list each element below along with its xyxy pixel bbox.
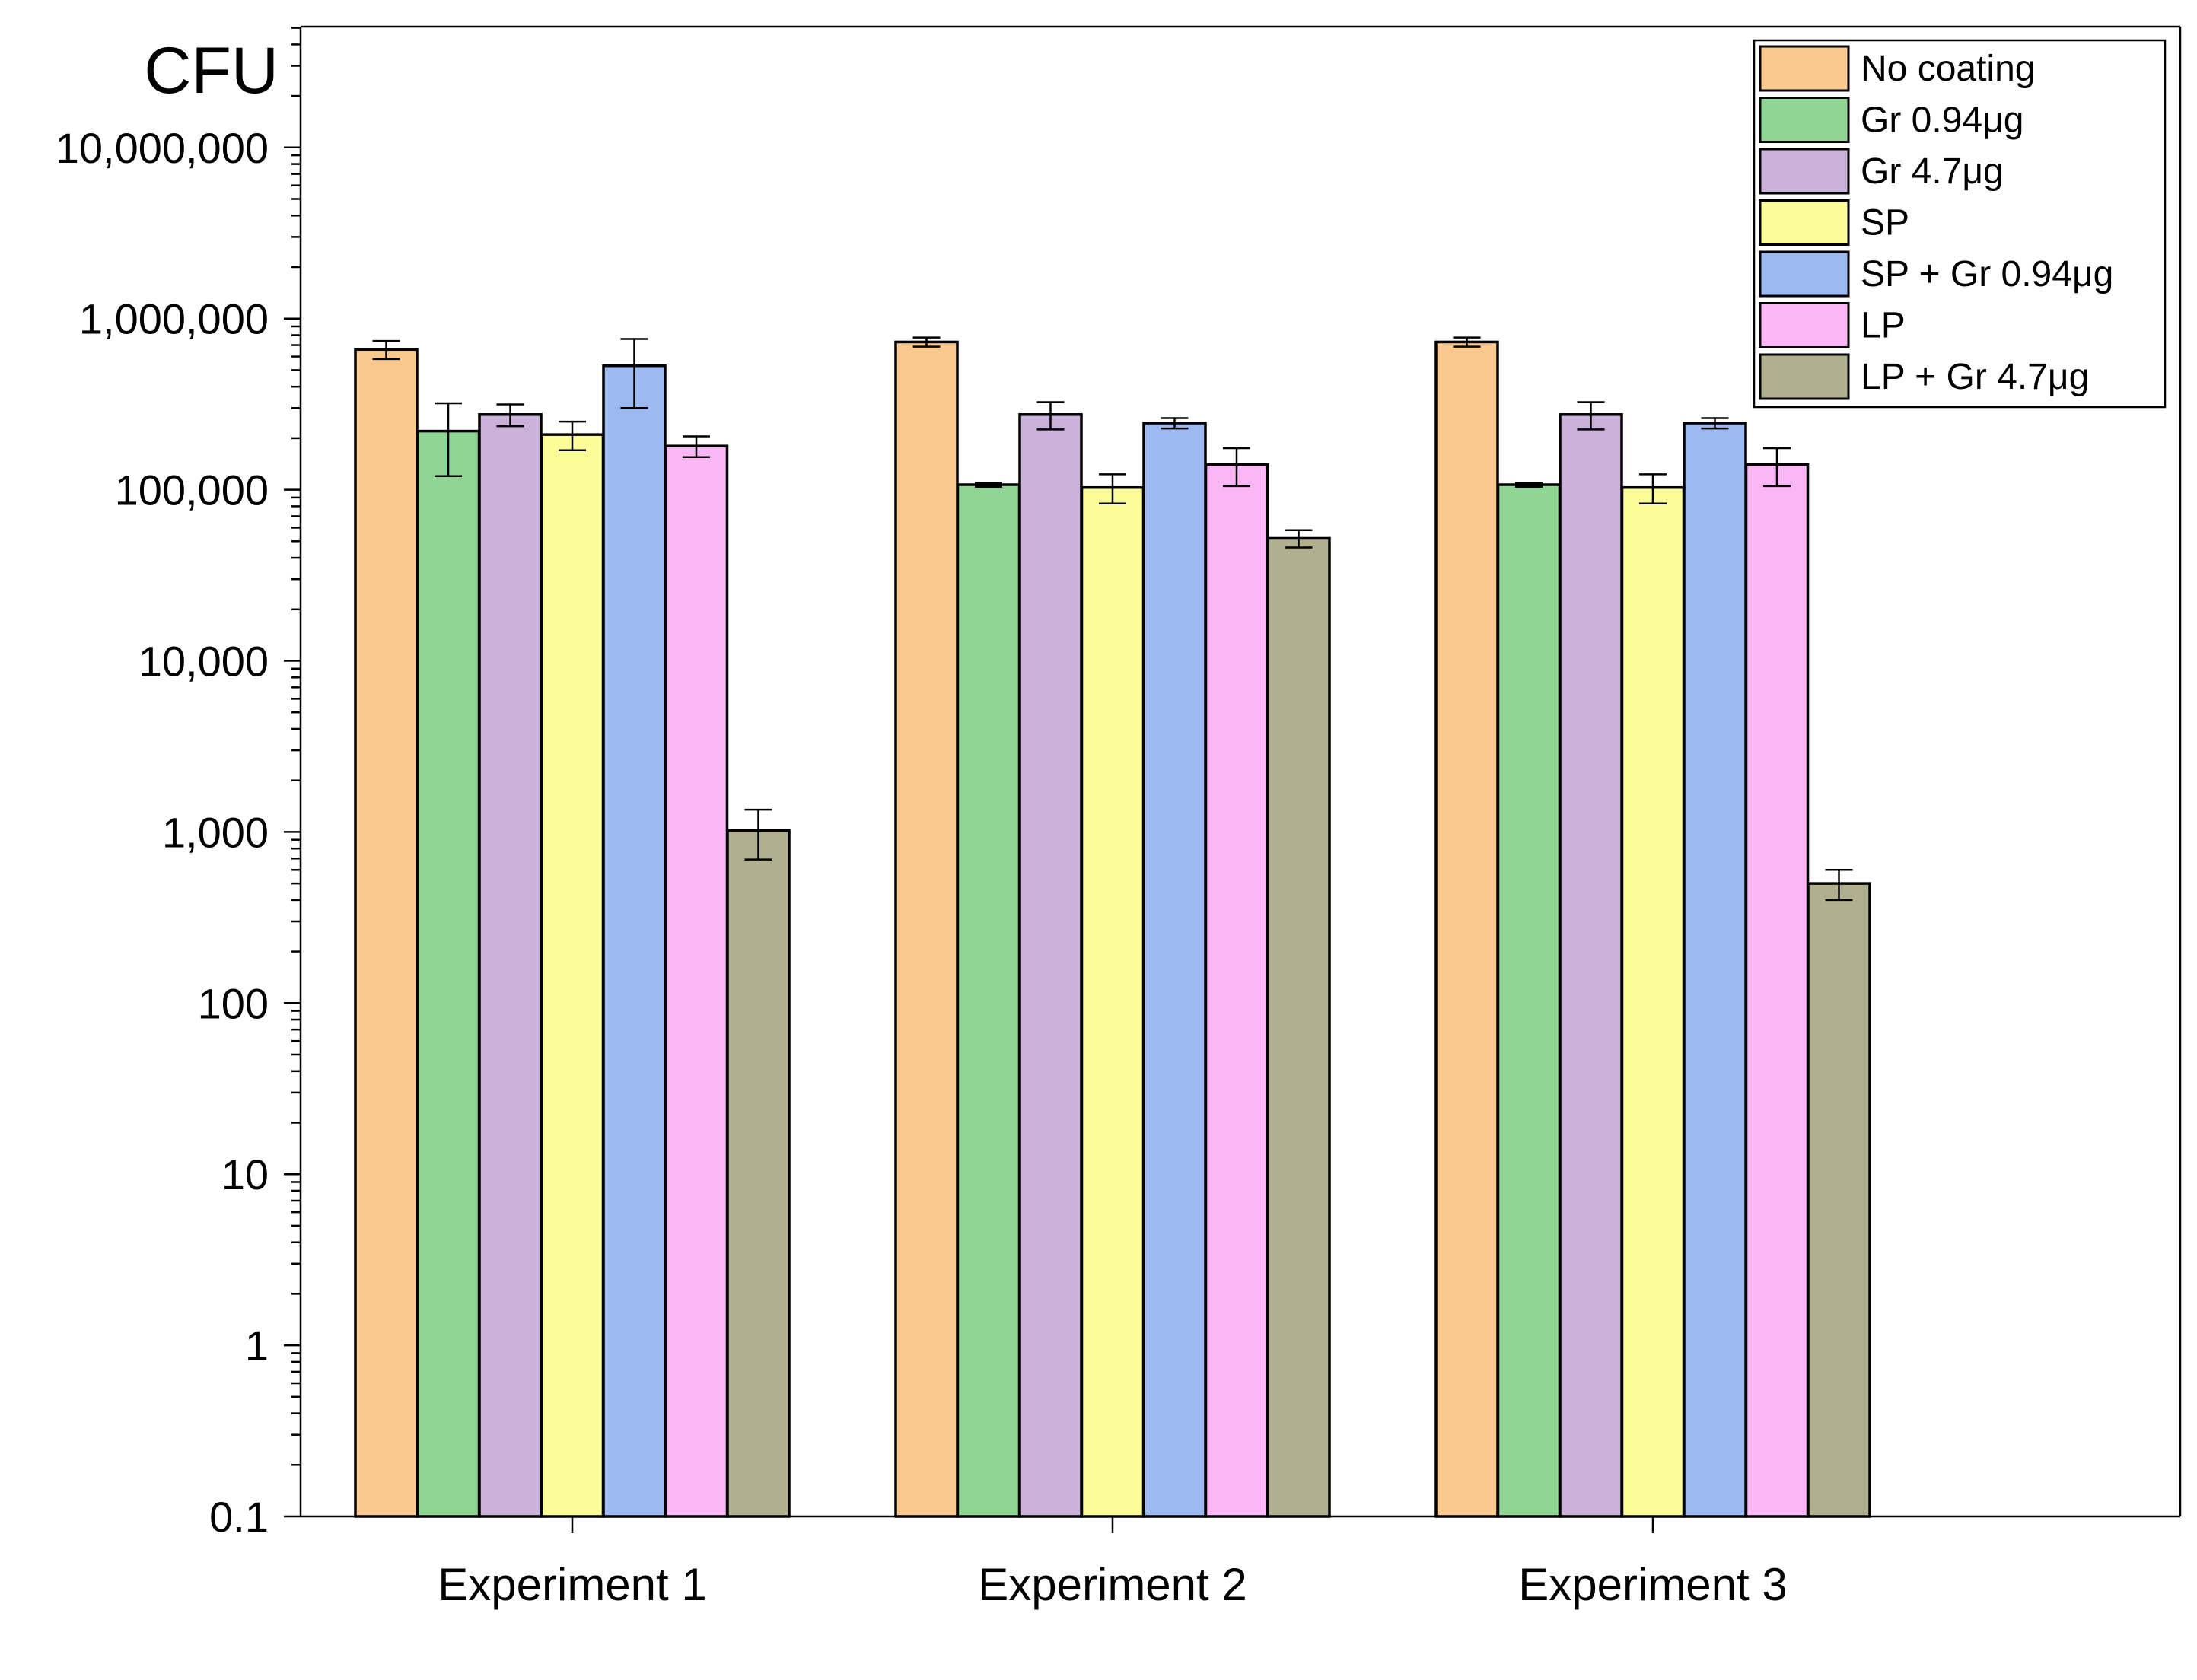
bars — [354, 340, 1871, 1518]
y-tick-label: 100 — [198, 979, 269, 1027]
bar — [894, 340, 959, 1518]
bar — [1807, 882, 1871, 1518]
bar — [1620, 485, 1686, 1518]
bar — [354, 348, 419, 1518]
bar — [1080, 485, 1145, 1518]
y-tick-label: 0.1 — [209, 1493, 269, 1541]
y-tick-label: 10,000,000 — [56, 124, 269, 172]
legend-label: Gr 4.7μg — [1861, 151, 2004, 192]
legend-label: LP + Gr 4.7μg — [1861, 357, 2089, 397]
y-tick-label: 1,000,000 — [79, 295, 269, 343]
bar — [1496, 483, 1562, 1518]
y-tick-label: 1 — [245, 1322, 269, 1370]
bar — [1434, 340, 1499, 1518]
bar — [726, 829, 791, 1518]
bar — [1018, 413, 1083, 1518]
legend-swatch — [1759, 353, 1850, 400]
bar — [416, 429, 481, 1518]
error-bars — [372, 336, 1853, 902]
y-tick-label: 100,000 — [115, 466, 269, 514]
bar — [602, 364, 667, 1518]
bar — [1142, 422, 1207, 1518]
y-tick-label: 10 — [221, 1150, 269, 1198]
y-tick-label: 1,000 — [162, 808, 269, 856]
legend-swatch — [1759, 148, 1850, 195]
bar — [664, 444, 729, 1518]
bar — [956, 483, 1021, 1518]
x-tick-label: Experiment 3 — [1518, 1559, 1788, 1610]
legend-swatch — [1759, 199, 1850, 246]
bar — [1683, 422, 1747, 1518]
plot-frame — [301, 25, 2182, 1516]
legend-swatch — [1759, 250, 1850, 298]
y-axis-title: CFU — [144, 34, 279, 107]
legend-label: Gr 0.94μg — [1861, 100, 2023, 141]
legend: No coating Gr 0.94μg Gr 4.7μg SP SP + Gr 0.9… — [1753, 39, 2167, 409]
y-axis: 0.1 1 10 100 1,000 10,000 100,000 1,000,000 10,0… — [56, 27, 302, 1541]
legend-label: SP + Gr 0.94μg — [1861, 254, 2113, 294]
legend-swatch — [1759, 45, 1850, 92]
x-tick-label: Experiment 2 — [978, 1559, 1247, 1610]
legend-label: SP — [1861, 203, 1909, 243]
bar — [1559, 413, 1623, 1518]
bar — [1744, 463, 1810, 1518]
legend-swatch — [1759, 97, 1850, 143]
bar — [1266, 536, 1331, 1518]
bar — [1204, 463, 1269, 1518]
legend-label: LP — [1861, 306, 1906, 346]
bar — [540, 433, 605, 1518]
legend-label: No coating — [1861, 49, 2035, 89]
legend-swatch — [1759, 302, 1850, 348]
y-tick-label: 10,000 — [139, 638, 269, 686]
bar — [478, 413, 543, 1518]
x-tick-label: Experiment 1 — [438, 1559, 707, 1610]
